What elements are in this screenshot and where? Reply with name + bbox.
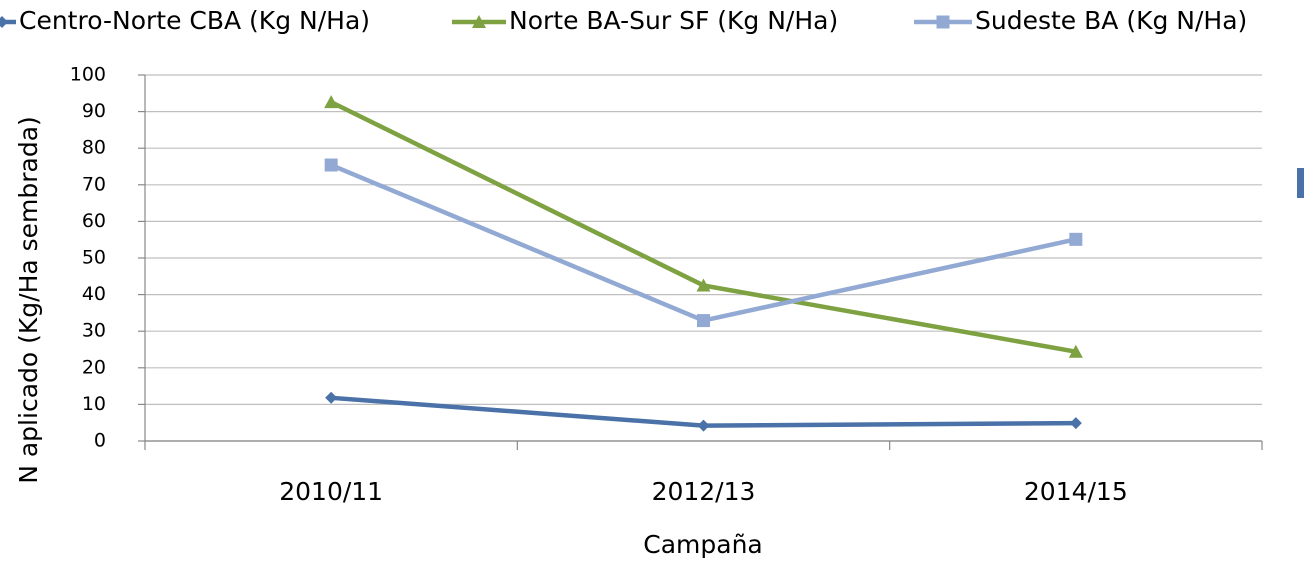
x-tick-label: 2010/11: [279, 477, 383, 506]
data-point: [1069, 232, 1083, 246]
data-point: [324, 95, 339, 109]
y-axis-label: N aplicado (Kg/Ha sembrada): [14, 116, 43, 484]
y-tick-label: 50: [82, 247, 106, 269]
x-axis-label: Campaña: [643, 530, 762, 559]
legend-marker: [936, 15, 950, 29]
data-point: [696, 278, 711, 292]
clipped-shape: [1297, 168, 1304, 198]
y-tick-label: 60: [82, 210, 106, 232]
data-point: [697, 314, 710, 328]
legend-label: Norte BA-Sur SF (Kg N/Ha): [509, 6, 838, 35]
legend-marker: [472, 15, 486, 28]
y-tick-label: 10: [82, 393, 106, 415]
y-tick-label: 0: [94, 430, 106, 452]
data-point: [697, 419, 710, 432]
legend-label: Centro-Norte CBA (Kg N/Ha): [19, 6, 370, 35]
y-tick-label: 100: [70, 64, 106, 86]
y-tick-label: 40: [82, 283, 106, 305]
x-tick-label: 2012/13: [652, 477, 756, 506]
data-point: [1068, 344, 1083, 358]
y-tick-label: 80: [82, 137, 106, 159]
y-tick-label: 30: [82, 320, 106, 342]
legend-label: Sudeste BA (Kg N/Ha): [975, 6, 1247, 35]
y-tick-label: 70: [82, 173, 106, 195]
data-point: [325, 391, 338, 404]
y-tick-label: 90: [82, 100, 106, 122]
data-point: [1069, 417, 1082, 430]
series-line: [330, 162, 1077, 323]
y-tick-label: 20: [82, 356, 106, 378]
legend-marker: [0, 16, 8, 28]
x-tick-label: 2014/15: [1024, 477, 1128, 506]
data-point: [324, 158, 338, 172]
